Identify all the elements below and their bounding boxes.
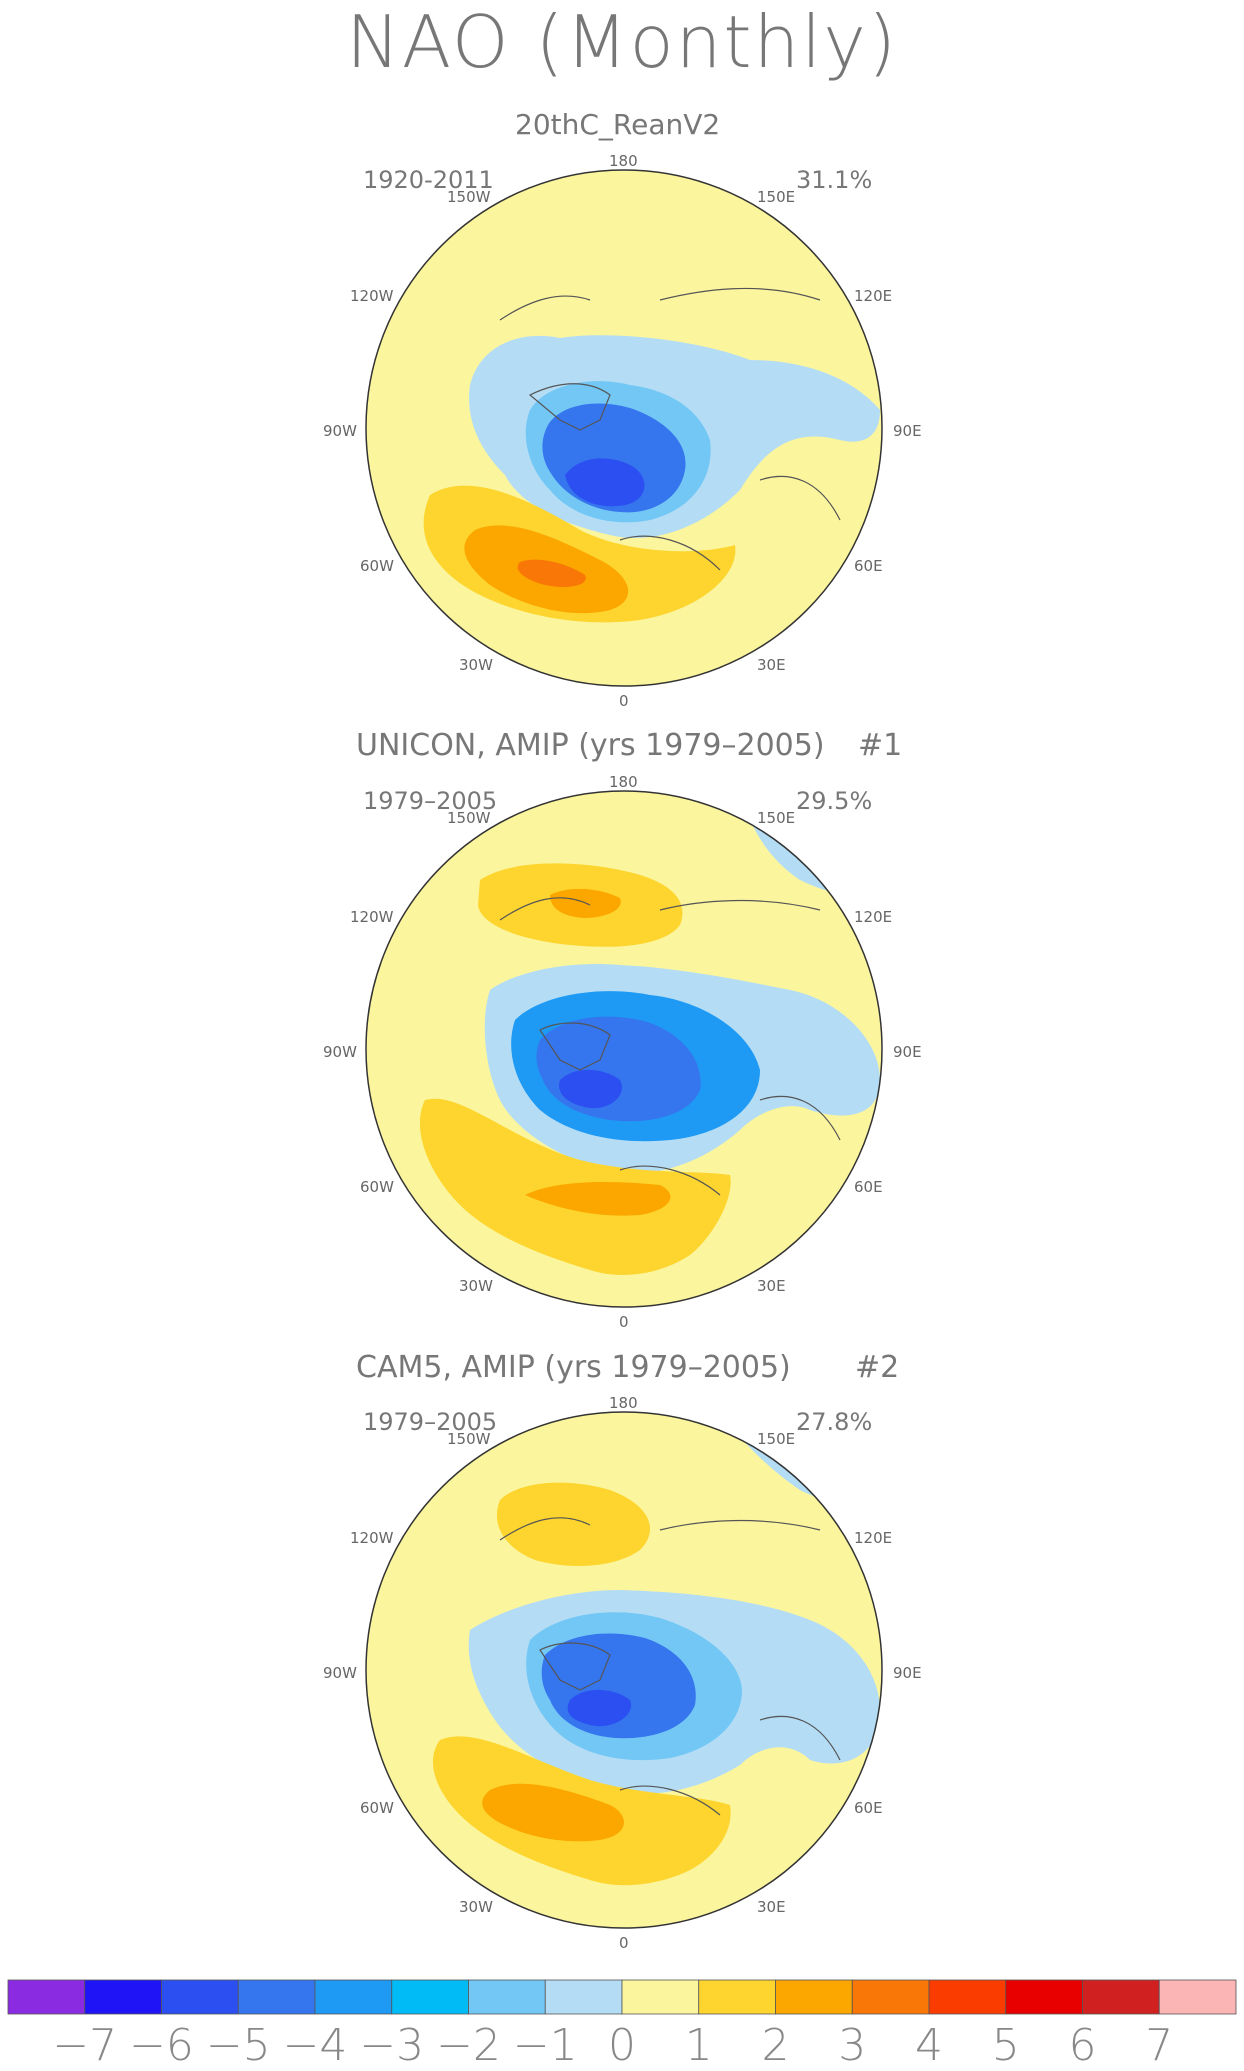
p3-lon-0: 0 (619, 1934, 629, 1952)
colorbar-tick-label: 2 (761, 2020, 790, 2071)
p2-lon-30e: 30E (757, 1277, 786, 1295)
p1-lon-0: 0 (619, 692, 629, 710)
p1-lon-120w: 120W (350, 287, 394, 305)
p3-lon-150w: 150W (447, 1430, 491, 1448)
panel-1-variance: 31.1% (796, 166, 873, 194)
colorbar-swatch (851, 1979, 930, 2015)
colorbar-swatch (775, 1979, 853, 2015)
p3-lon-90w: 90W (323, 1664, 357, 1682)
p2-lon-90e: 90E (893, 1043, 922, 1061)
p2-lon-60w: 60W (360, 1178, 394, 1196)
colorbar-swatch (84, 1979, 162, 2015)
p2-lon-120e: 120E (854, 908, 893, 926)
p2-pos3-region (525, 1182, 671, 1216)
p2-lon-150e: 150E (757, 809, 796, 827)
p3-map-border (365, 1411, 883, 1929)
p3-pos3-region (482, 1783, 624, 1842)
p1-lon-30e: 30E (757, 656, 786, 674)
p1-lon-90e: 90E (893, 422, 922, 440)
panel-3-tag: #2 (855, 1350, 900, 1385)
panel-2-variance: 29.5% (796, 787, 873, 815)
colorbar-swatch (314, 1979, 393, 2015)
colorbar-swatch (621, 1979, 700, 2015)
p1-lon-60w: 60W (360, 557, 394, 575)
panel-2-title: UNICON, AMIP (yrs 1979–2005) (356, 728, 825, 763)
p3-lon-30w: 30W (459, 1898, 493, 1916)
p2-neg5-region (559, 1069, 622, 1109)
p2-map-border (365, 790, 883, 1308)
colorbar-tick-label: −4 (282, 2020, 348, 2071)
p3-lon-90e: 90E (893, 1664, 922, 1682)
panel-1-title: 20thC_ReanV2 (515, 108, 721, 141)
colorbar-tick-label: −7 (52, 2020, 118, 2071)
p2-lon-90w: 90W (323, 1043, 357, 1061)
panel-1-map (366, 170, 882, 686)
p1-lon-120e: 120E (854, 287, 893, 305)
p1-lon-30w: 30W (459, 656, 493, 674)
colorbar-tick-label: 4 (915, 2020, 943, 2071)
panel-2-tag: #1 (858, 728, 903, 763)
p3-lon-60w: 60W (360, 1799, 394, 1817)
colorbar-tick-label: −3 (359, 2020, 425, 2071)
p1-lon-150w: 150W (447, 188, 491, 206)
p2-lon-0: 0 (619, 1313, 629, 1331)
p1-lon-60e: 60E (854, 557, 883, 575)
p2-lon-60e: 60E (854, 1178, 883, 1196)
colorbar-swatch (7, 1979, 86, 2015)
p3-lon-60e: 60E (854, 1799, 883, 1817)
p2-lon-150w: 150W (447, 809, 491, 827)
p1-coastlines (499, 287, 841, 571)
panel-3-period: 1979–2005 (363, 1408, 498, 1436)
colorbar-tick-label: 3 (838, 2020, 867, 2071)
colorbar (7, 1979, 1237, 2015)
colorbar-tick-label: 1 (684, 2020, 713, 2071)
figure-title: NAO (Monthly) (346, 0, 898, 84)
colorbar-tick-label: −1 (512, 2020, 578, 2071)
panel-2-map (366, 791, 882, 1307)
colorbar-swatch (928, 1979, 1007, 2015)
p3-lon-150e: 150E (757, 1430, 796, 1448)
p3-lon-30e: 30E (757, 1898, 786, 1916)
p2-lon-180: 180 (609, 773, 638, 791)
colorbar-tick-label: 7 (1145, 2020, 1174, 2071)
colorbar-tick-label: 0 (608, 2020, 636, 2071)
p1-map-border (365, 169, 883, 687)
colorbar-swatch (161, 1979, 239, 2015)
p3-lon-120w: 120W (350, 1529, 394, 1547)
colorbar-swatch (1005, 1979, 1083, 2015)
panel-2-period: 1979–2005 (363, 787, 498, 815)
colorbar-tick-label: −5 (205, 2020, 271, 2071)
colorbar-swatch (1082, 1979, 1160, 2015)
p1-neg5-region (565, 458, 645, 507)
colorbar-tick-label: −2 (436, 2020, 501, 2071)
panel-3-map (366, 1412, 882, 1928)
p3-neg5-region (567, 1689, 632, 1727)
p3-lon-120e: 120E (854, 1529, 893, 1547)
p3-upper-pos2-region (496, 1482, 650, 1566)
colorbar-tick-label: −6 (129, 2020, 194, 2071)
colorbar-swatch (468, 1979, 546, 2015)
colorbar-swatch (237, 1979, 316, 2015)
colorbar-swatch (391, 1979, 469, 2015)
colorbar-swatch (1158, 1979, 1237, 2015)
p3-coastlines (499, 1517, 841, 1816)
panel-3-variance: 27.8% (796, 1408, 873, 1436)
p1-lon-90w: 90W (323, 422, 357, 440)
colorbar-swatch (698, 1979, 776, 2015)
colorbar-tick-label: 5 (991, 2020, 1020, 2071)
panel-1-period: 1920-2011 (363, 166, 494, 194)
p1-lon-180: 180 (609, 152, 638, 170)
colorbar-swatch (544, 1979, 623, 2015)
p2-lon-120w: 120W (350, 908, 394, 926)
colorbar-tick-label: 6 (1068, 2020, 1097, 2071)
p3-lon-180: 180 (609, 1394, 638, 1412)
p2-coastlines (499, 897, 841, 1196)
panel-3-title: CAM5, AMIP (yrs 1979–2005) (356, 1350, 791, 1385)
p1-pos4-region (517, 559, 586, 587)
p2-lon-30w: 30W (459, 1277, 493, 1295)
p1-lon-150e: 150E (757, 188, 796, 206)
